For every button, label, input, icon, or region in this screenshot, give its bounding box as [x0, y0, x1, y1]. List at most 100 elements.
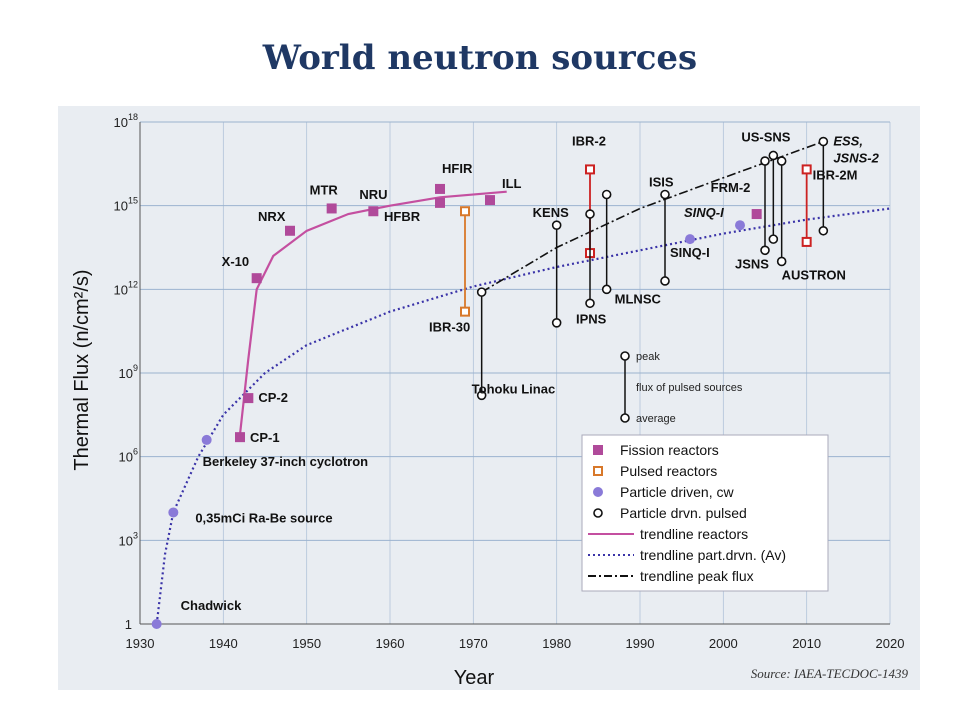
x-tick-label: 1930 [126, 636, 155, 651]
particle-pulsed-average-marker [476, 390, 487, 401]
x-tick-label: 2010 [792, 636, 821, 651]
fission-reactor-label: MTR [310, 182, 339, 197]
particle-pulsed-average-marker [585, 298, 595, 309]
particle-pulsed-average-marker [760, 245, 770, 256]
fission-reactor-marker [235, 432, 245, 443]
x-tick-label: 1980 [542, 636, 571, 651]
y-tick-label: 1018 [114, 112, 138, 130]
particle-pulsed-label: US-SNS [741, 129, 790, 144]
legend-swatch [593, 466, 603, 476]
fission-reactor-marker [251, 273, 262, 284]
particle-pulsed-average-marker [551, 317, 562, 328]
trendline-peak-flux [481, 140, 824, 293]
fission-reactor-label: HFBR [384, 209, 421, 224]
fission-reactor-marker [435, 183, 445, 194]
particle-cw-label: 0,35mCi Ra-Be source [195, 510, 332, 525]
fission-reactor-marker [285, 225, 295, 236]
x-tick-label: 1970 [459, 636, 488, 651]
fission-reactor-marker [485, 195, 495, 206]
particle-pulsed-label: JSNS [735, 256, 769, 271]
axes [139, 122, 890, 625]
pulsed-reactor-label: IBR-30 [429, 320, 470, 335]
legend-box [581, 434, 829, 592]
trendline-particle [155, 207, 891, 625]
pulsed-reactor-average-marker [801, 236, 812, 247]
particle-pulsed-peak-marker [768, 150, 779, 161]
y-tick-label: 1015 [114, 196, 138, 214]
fission-reactor-label: CP-2 [258, 390, 288, 405]
fission-reactor-label: ILL [502, 176, 522, 191]
particle-cw-marker [685, 234, 695, 245]
particle-pulsed-peak-marker [818, 136, 829, 147]
legend-label: Particle driven, cw [620, 484, 734, 500]
legend: Fission reactors Pulsed reactors Particle … [581, 434, 829, 592]
particle-pulsed-average-marker [660, 276, 670, 286]
y-tick-label: 103 [119, 530, 138, 548]
y-tick-label: 106 [119, 447, 138, 465]
fission-reactor-label: CP-1 [250, 430, 280, 445]
legend-label: trendline peak flux [640, 568, 754, 584]
particle-pulsed-label: ISIS [649, 175, 674, 190]
fission-reactor-marker [326, 203, 337, 214]
inset-middle-label: flux of pulsed sources [636, 382, 743, 394]
fission-reactor-marker [435, 197, 445, 208]
legend-label: Particle drvn. pulsed [620, 505, 747, 521]
x-tick-label: 1990 [626, 636, 655, 651]
particle-pulsed-peak-marker [776, 156, 787, 166]
inset-peak-label: peak [636, 351, 660, 363]
y-tick-label: 1012 [114, 279, 138, 297]
fission-reactor-label: HFIR [442, 161, 473, 176]
data-labels: CP-1 CP-2 X-10 NRX MTR NRU HFBR HFIR ILL FRM-2 IBR… [181, 129, 880, 613]
slide-title: World neutron sources [262, 38, 698, 78]
pulsed-reactor-peak-marker [585, 164, 595, 175]
legend-label: Pulsed reactors [620, 463, 717, 479]
particle-cw-label: Chadwick [181, 598, 242, 613]
x-tick-label: 1960 [376, 636, 405, 651]
particle-pulsed-label: IPNS [576, 311, 607, 326]
fission-reactor-marker [243, 393, 254, 404]
legend-label: trendline part.drvn. (Av) [640, 547, 786, 563]
particle-pulsed-peak-marker [476, 287, 487, 297]
particle-pulsed-average-marker [768, 234, 779, 244]
particle-pulsed-label: KENS [533, 205, 569, 220]
legend-swatch [593, 508, 603, 518]
particle-cw-marker [168, 507, 179, 518]
x-tick-label: 1940 [209, 636, 238, 651]
particle-pulsed-peak-marker [601, 189, 612, 200]
inset-legend: peak flux of pulsed sources average [620, 351, 743, 425]
data-marks [151, 136, 829, 629]
source-note: Source: IAEA-TECDOC-1439 [751, 666, 909, 681]
particle-pulsed-label: Tohoku Linac [472, 381, 556, 396]
trendline-reactors [238, 190, 507, 435]
y-tick-label: 109 [119, 363, 138, 381]
particle-cw-marker [201, 434, 212, 445]
particle-cw-label: SINQ-I [670, 245, 710, 260]
x-tick-label: 1950 [292, 636, 321, 651]
pulsed-reactor-label: IBR-2M [813, 167, 858, 182]
particle-pulsed-label: MLNSC [615, 291, 662, 306]
particle-pulsed-peak-marker [660, 189, 670, 200]
particle-cw-marker [735, 220, 745, 231]
pulsed-reactor-label: IBR-2 [572, 133, 606, 148]
inset-average-marker [620, 413, 630, 423]
pulsed-reactor-peak-marker [801, 164, 812, 175]
tick-labels: 1930 1940 1950 1960 1970 1980 1990 2000 2010 2020… [114, 112, 905, 651]
fission-reactor-label: NRU [359, 187, 387, 202]
fission-reactor-marker [751, 209, 762, 220]
inset-average-label: average [636, 413, 676, 425]
legend-swatch [593, 487, 603, 497]
inset-peak-marker [620, 351, 630, 361]
particle-cw-label: SINQ-I [684, 205, 724, 220]
particle-cw-label: Berkeley 37-inch cyclotron [203, 454, 369, 469]
particle-pulsed-average-marker [818, 225, 829, 236]
x-axis-label: Year [454, 667, 495, 689]
trendlines [155, 140, 891, 625]
y-tick-label: 1 [125, 617, 132, 632]
y-axis-label: Thermal Flux (n/cm²/s) [71, 269, 93, 470]
x-tick-label: 2000 [709, 636, 738, 651]
particle-pulsed-average-marker [776, 256, 787, 267]
fission-reactor-marker [368, 206, 379, 217]
pulsed-reactor-peak-marker [460, 206, 470, 217]
particle-pulsed-average-marker [601, 284, 612, 295]
